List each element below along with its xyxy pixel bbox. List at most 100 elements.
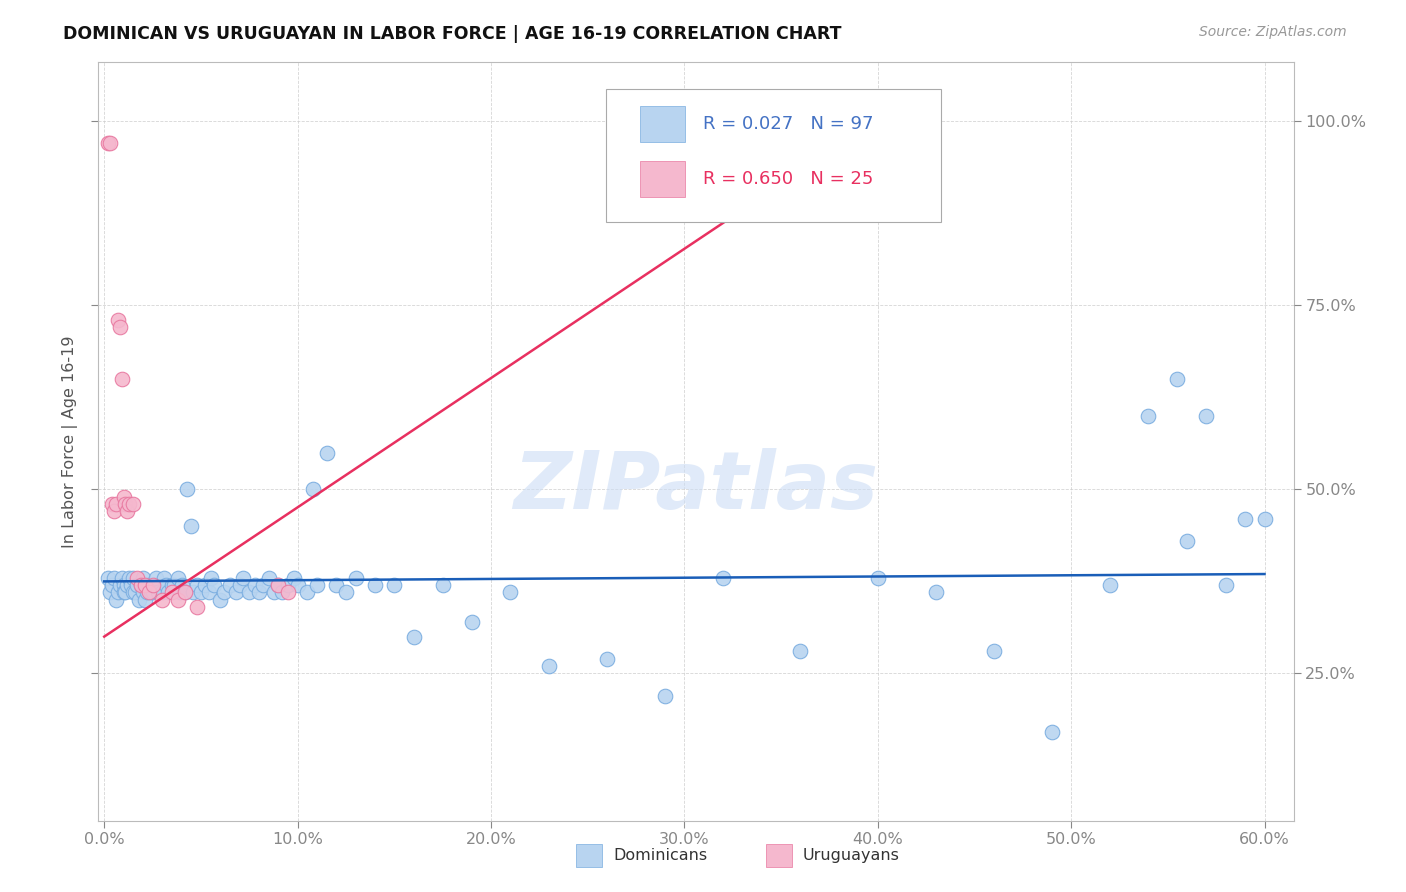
Text: Dominicans: Dominicans bbox=[613, 848, 707, 863]
Dominicans bbox=[247, 585, 270, 599]
Text: Source: ZipAtlas.com: Source: ZipAtlas.com bbox=[1199, 25, 1347, 39]
Dominicans bbox=[925, 585, 948, 599]
Dominicans bbox=[335, 585, 357, 599]
Uruguayans bbox=[174, 585, 197, 599]
Dominicans bbox=[197, 585, 219, 599]
Dominicans bbox=[103, 571, 125, 585]
Uruguayans bbox=[150, 592, 173, 607]
Uruguayans bbox=[111, 372, 134, 386]
Dominicans bbox=[120, 578, 142, 592]
Dominicans bbox=[169, 585, 191, 599]
Text: R = 0.650   N = 25: R = 0.650 N = 25 bbox=[703, 170, 873, 188]
Dominicans bbox=[112, 585, 135, 599]
Dominicans bbox=[238, 585, 260, 599]
Dominicans bbox=[1137, 409, 1160, 423]
Dominicans bbox=[150, 585, 173, 599]
Dominicans bbox=[305, 578, 328, 592]
Uruguayans bbox=[277, 585, 299, 599]
Dominicans bbox=[267, 578, 290, 592]
Dominicans bbox=[138, 578, 160, 592]
Dominicans bbox=[983, 644, 1005, 658]
Uruguayans bbox=[108, 320, 131, 334]
Dominicans bbox=[163, 578, 186, 592]
Uruguayans bbox=[166, 592, 188, 607]
Dominicans bbox=[1253, 512, 1275, 526]
Dominicans bbox=[232, 571, 254, 585]
Dominicans bbox=[134, 592, 156, 607]
Dominicans bbox=[344, 571, 367, 585]
Uruguayans bbox=[107, 313, 129, 327]
Dominicans bbox=[432, 578, 454, 592]
Dominicans bbox=[1215, 578, 1237, 592]
Dominicans bbox=[1166, 372, 1188, 386]
Bar bbox=[640, 105, 685, 142]
Dominicans bbox=[194, 578, 217, 592]
Text: DOMINICAN VS URUGUAYAN IN LABOR FORCE | AGE 16-19 CORRELATION CHART: DOMINICAN VS URUGUAYAN IN LABOR FORCE | … bbox=[63, 25, 842, 43]
Dominicans bbox=[325, 578, 347, 592]
Dominicans bbox=[315, 445, 337, 459]
Dominicans bbox=[364, 578, 387, 592]
Uruguayans bbox=[117, 504, 139, 518]
Dominicans bbox=[111, 571, 134, 585]
Dominicans bbox=[166, 571, 188, 585]
FancyBboxPatch shape bbox=[606, 89, 941, 221]
Dominicans bbox=[225, 585, 247, 599]
Dominicans bbox=[127, 578, 149, 592]
Dominicans bbox=[145, 571, 167, 585]
Dominicans bbox=[128, 592, 150, 607]
Uruguayans bbox=[101, 497, 124, 511]
Dominicans bbox=[153, 571, 176, 585]
Dominicans bbox=[101, 578, 124, 592]
Text: R = 0.027   N = 97: R = 0.027 N = 97 bbox=[703, 115, 873, 133]
Dominicans bbox=[1040, 725, 1063, 739]
Dominicans bbox=[108, 578, 131, 592]
Dominicans bbox=[148, 585, 170, 599]
Dominicans bbox=[180, 519, 202, 533]
Dominicans bbox=[537, 659, 560, 673]
Dominicans bbox=[654, 689, 676, 703]
Dominicans bbox=[98, 585, 121, 599]
Uruguayans bbox=[98, 136, 121, 151]
Dominicans bbox=[287, 578, 309, 592]
Dominicans bbox=[252, 578, 274, 592]
Uruguayans bbox=[129, 578, 152, 592]
Dominicans bbox=[257, 571, 280, 585]
Dominicans bbox=[271, 585, 294, 599]
Dominicans bbox=[124, 585, 146, 599]
Dominicans bbox=[1175, 533, 1198, 548]
Dominicans bbox=[135, 585, 157, 599]
Dominicans bbox=[142, 585, 165, 599]
Dominicans bbox=[190, 585, 212, 599]
Dominicans bbox=[122, 571, 145, 585]
Dominicans bbox=[104, 592, 127, 607]
Dominicans bbox=[139, 585, 162, 599]
Dominicans bbox=[200, 571, 222, 585]
Dominicans bbox=[297, 585, 319, 599]
Dominicans bbox=[160, 578, 183, 592]
Dominicans bbox=[302, 483, 325, 497]
Text: Uruguayans: Uruguayans bbox=[803, 848, 900, 863]
Dominicans bbox=[499, 585, 522, 599]
Uruguayans bbox=[103, 504, 125, 518]
Dominicans bbox=[1234, 512, 1257, 526]
Dominicans bbox=[1195, 409, 1218, 423]
Uruguayans bbox=[138, 585, 160, 599]
Dominicans bbox=[114, 585, 136, 599]
Dominicans bbox=[596, 651, 619, 665]
Dominicans bbox=[866, 571, 889, 585]
Dominicans bbox=[132, 571, 155, 585]
Dominicans bbox=[1098, 578, 1121, 592]
Dominicans bbox=[186, 578, 208, 592]
Dominicans bbox=[181, 585, 204, 599]
Dominicans bbox=[460, 615, 482, 629]
Dominicans bbox=[155, 578, 177, 592]
Uruguayans bbox=[127, 571, 149, 585]
Dominicans bbox=[143, 578, 166, 592]
Uruguayans bbox=[134, 578, 156, 592]
Uruguayans bbox=[186, 600, 208, 615]
Uruguayans bbox=[122, 497, 145, 511]
Dominicans bbox=[176, 483, 198, 497]
Dominicans bbox=[212, 585, 235, 599]
Dominicans bbox=[204, 578, 226, 592]
Dominicans bbox=[118, 571, 141, 585]
